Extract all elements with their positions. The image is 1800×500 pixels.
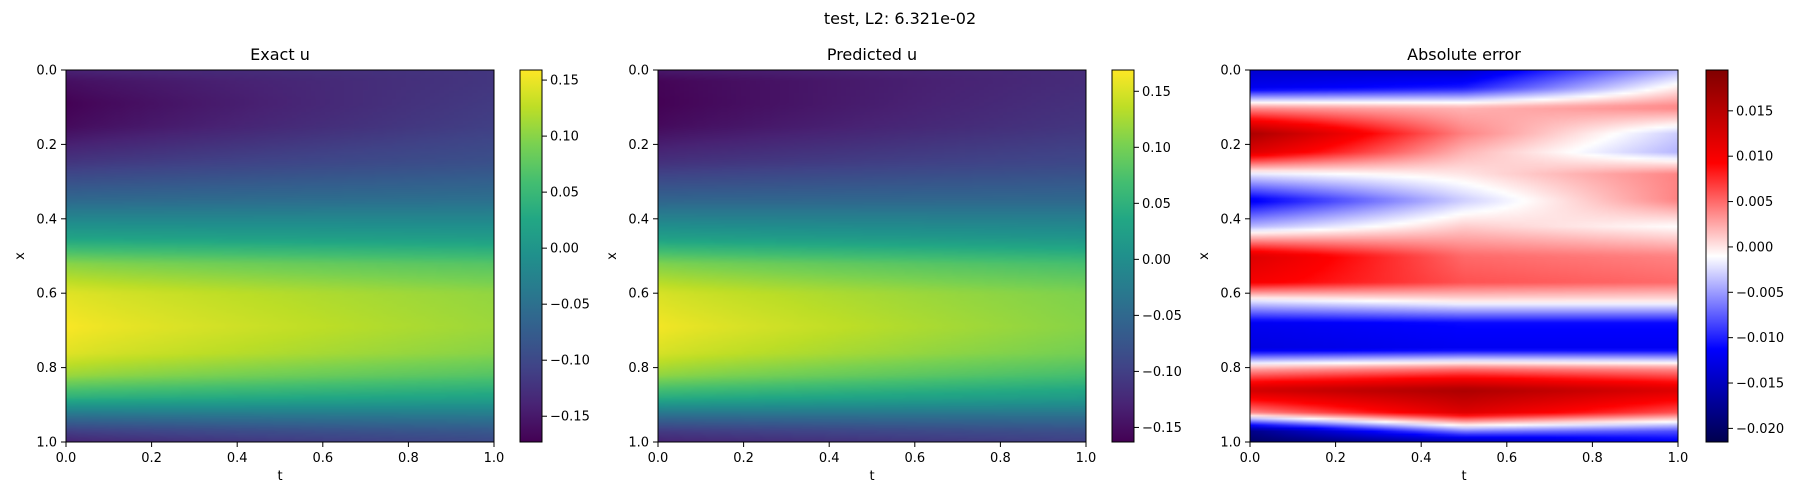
colorbar-tick-label: 0.005 [1736,195,1773,210]
panel-2: Predicted u 0.0 0.2 0.4 0.6 0.8 1.0 t 0.0 0.2 0.4 0… [605,45,1182,484]
x-tick-label: 1.0 [1076,451,1097,466]
colorbar-tick-label: −0.10 [1142,365,1182,380]
y-tick-label: 0.6 [1220,287,1241,302]
colorbar-tick-label: −0.10 [550,354,590,369]
y-tick-label: 0.8 [628,361,649,376]
colorbar-tick-label: −0.05 [550,298,590,313]
colorbar-tick-label: 0.15 [550,74,579,89]
y-tick-label: 0.2 [36,138,57,153]
x-axis-label: t [1461,469,1466,484]
colorbar-tick-label: −0.005 [1736,286,1784,301]
x-tick-label: 0.4 [227,451,248,466]
y-tick-label: 0.8 [1220,361,1241,376]
y-tick-label: 0.4 [36,212,57,227]
colorbar-tick-label: −0.15 [550,410,590,425]
x-tick-label: 0.2 [141,451,162,466]
panel-1: Exact u 0.0 0.2 0.4 0.6 0.8 1.0 t 0.0 0.2 0.4 0.6 0.… [13,45,590,484]
x-tick-label: 1.0 [1668,451,1689,466]
x-tick-label: 0.6 [312,451,333,466]
x-tick-label: 0.2 [733,451,754,466]
figure-suptitle: test, L2: 6.321e-02 [824,9,976,28]
y-tick-label: 1.0 [1220,436,1241,451]
panel-3: Absolute error 0.0 0.2 0.4 0.6 0.8 1.0 t 0.0 0.2 0… [1197,45,1784,484]
y-axis-label: x [1197,252,1212,260]
y-axis-label: x [605,252,620,260]
colorbar [1111,69,1135,443]
y-tick-label: 0.6 [628,287,649,302]
x-tick-label: 0.8 [990,451,1011,466]
x-tick-label: 0.4 [1411,451,1432,466]
x-tick-label: 0.8 [1582,451,1603,466]
y-tick-label: 1.0 [628,436,649,451]
colorbar-tick-label: 0.10 [1142,141,1171,156]
y-tick-label: 0.6 [36,287,57,302]
x-axis-label: t [277,469,282,484]
colorbar [519,69,543,443]
y-tick-label: 1.0 [36,436,57,451]
x-tick-label: 1.0 [484,451,505,466]
y-tick-label: 0.0 [36,64,57,79]
colorbar-tick-label: 0.010 [1736,150,1773,165]
x-tick-label: 0.0 [1240,451,1261,466]
x-tick-label: 0.6 [1496,451,1517,466]
y-tick-label: 0.0 [628,64,649,79]
colorbar-tick-label: 0.05 [550,186,579,201]
colorbar-tick-label: 0.05 [1142,197,1171,212]
axes-frame [65,69,495,443]
y-axis-label: x [13,252,28,260]
axes-frame [657,69,1087,443]
colorbar-tick-label: 0.000 [1736,240,1773,255]
panel-title: Exact u [250,45,310,64]
colorbar-tick-label: −0.05 [1142,309,1182,324]
x-tick-label: 0.2 [1325,451,1346,466]
colorbar-tick-label: 0.15 [1142,85,1171,100]
colorbar-tick-label: −0.015 [1736,377,1784,392]
heatmap-image [1250,70,1678,442]
colorbar-tick-label: 0.00 [1142,253,1171,268]
heatmap-image [658,70,1086,442]
y-tick-label: 0.0 [1220,64,1241,79]
y-tick-label: 0.8 [36,361,57,376]
panel-title: Absolute error [1407,45,1521,64]
x-tick-label: 0.6 [904,451,925,466]
x-tick-label: 0.0 [648,451,669,466]
x-axis-label: t [869,469,874,484]
colorbar-tick-label: 0.015 [1736,104,1773,119]
y-tick-label: 0.4 [628,212,649,227]
x-tick-label: 0.8 [398,451,419,466]
axes-frame [1249,69,1679,443]
x-tick-label: 0.4 [819,451,840,466]
x-tick-label: 0.0 [56,451,77,466]
y-tick-label: 0.2 [628,138,649,153]
colorbar-tick-label: −0.010 [1736,331,1784,346]
colorbar-tick-label: −0.020 [1736,422,1784,437]
panel-title: Predicted u [827,45,917,64]
y-tick-label: 0.2 [1220,138,1241,153]
heatmap-image [66,70,494,442]
y-tick-label: 0.4 [1220,212,1241,227]
colorbar [1705,69,1729,443]
colorbar-tick-label: 0.10 [550,130,579,145]
colorbar-tick-label: −0.15 [1142,421,1182,436]
colorbar-tick-label: 0.00 [550,242,579,257]
